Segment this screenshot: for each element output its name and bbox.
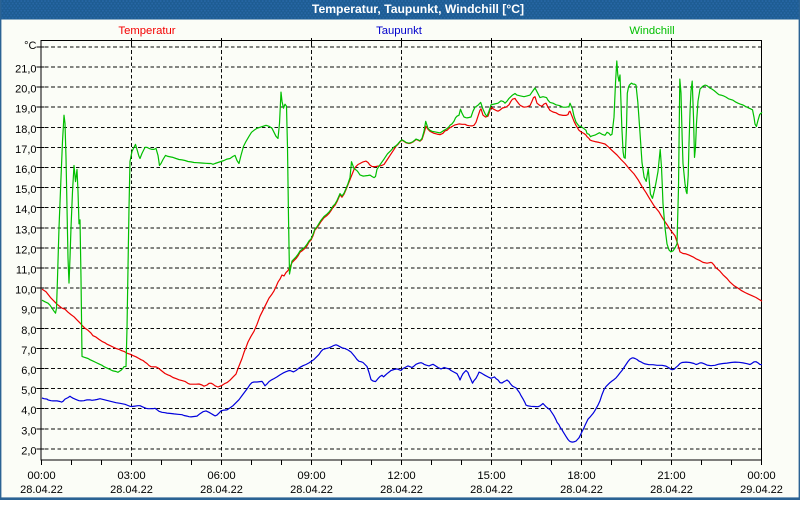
svg-text:21:00: 21:00 (657, 470, 685, 482)
svg-text:28.04.22: 28.04.22 (650, 484, 693, 496)
svg-text:03:00: 03:00 (117, 470, 145, 482)
svg-text:4,0: 4,0 (21, 405, 36, 417)
svg-text:16,0: 16,0 (15, 164, 36, 176)
svg-text:Taupunkt: Taupunkt (376, 25, 423, 37)
svg-text:Temperatur: Temperatur (118, 25, 175, 37)
svg-text:13,0: 13,0 (15, 224, 36, 236)
svg-text:29.04.22: 29.04.22 (740, 484, 783, 496)
svg-text:8,0: 8,0 (21, 325, 36, 337)
svg-text:00:00: 00:00 (747, 470, 775, 482)
svg-text:20,0: 20,0 (15, 84, 36, 96)
svg-text:28.04.22: 28.04.22 (470, 484, 513, 496)
svg-text:09:00: 09:00 (297, 470, 325, 482)
svg-text:°C: °C (24, 40, 36, 52)
svg-text:Temperatur, Taupunkt, Windchil: Temperatur, Taupunkt, Windchill [°C] (312, 2, 524, 16)
svg-text:00:00: 00:00 (27, 470, 55, 482)
svg-text:14,0: 14,0 (15, 204, 36, 216)
svg-text:28.04.22: 28.04.22 (110, 484, 153, 496)
svg-text:10,0: 10,0 (15, 285, 36, 297)
svg-text:3,0: 3,0 (21, 425, 36, 437)
svg-text:15,0: 15,0 (15, 184, 36, 196)
svg-text:12,0: 12,0 (15, 244, 36, 256)
svg-text:Windchill: Windchill (629, 25, 674, 37)
svg-text:18,0: 18,0 (15, 124, 36, 136)
svg-text:06:00: 06:00 (207, 470, 235, 482)
svg-text:17,0: 17,0 (15, 144, 36, 156)
svg-text:5,0: 5,0 (21, 385, 36, 397)
svg-text:21,0: 21,0 (15, 64, 36, 76)
svg-text:9,0: 9,0 (21, 305, 36, 317)
svg-text:28.04.22: 28.04.22 (20, 484, 63, 496)
svg-text:28.04.22: 28.04.22 (200, 484, 243, 496)
svg-text:28.04.22: 28.04.22 (380, 484, 423, 496)
svg-text:7,0: 7,0 (21, 345, 36, 357)
svg-text:11,0: 11,0 (16, 265, 37, 277)
svg-text:19,0: 19,0 (15, 104, 36, 116)
svg-text:28.04.22: 28.04.22 (290, 484, 333, 496)
svg-text:2,0: 2,0 (21, 445, 36, 457)
svg-text:28.04.22: 28.04.22 (560, 484, 603, 496)
svg-text:6,0: 6,0 (21, 365, 36, 377)
svg-text:18:00: 18:00 (567, 470, 595, 482)
svg-text:12:00: 12:00 (387, 470, 415, 482)
svg-text:15:00: 15:00 (477, 470, 505, 482)
